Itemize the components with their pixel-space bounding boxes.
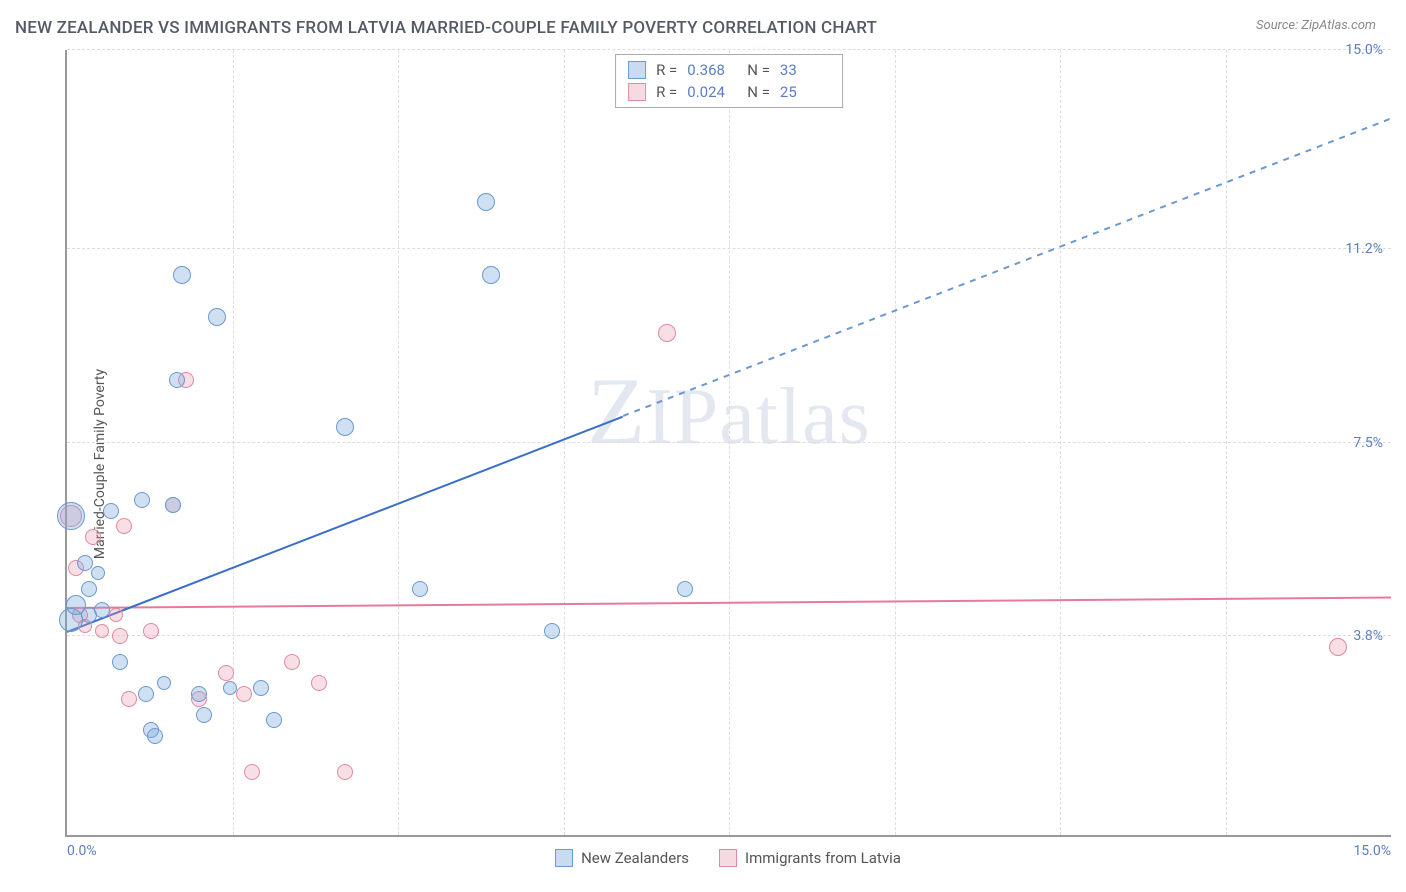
- data-point: [91, 566, 105, 580]
- gridline-v: [729, 50, 730, 835]
- data-point: [116, 518, 132, 534]
- data-point: [658, 324, 676, 342]
- data-point: [173, 266, 191, 284]
- data-point: [412, 581, 428, 597]
- trend-line: [623, 118, 1391, 417]
- data-point: [236, 686, 252, 702]
- data-point: [482, 266, 500, 284]
- y-tick-label: 7.5%: [1353, 435, 1383, 451]
- series-legend: New Zealanders Immigrants from Latvia: [65, 849, 1391, 867]
- swatch-blue: [555, 849, 573, 867]
- gridline-v: [895, 50, 896, 835]
- swatch-pink: [719, 849, 737, 867]
- r-value-a: 0.368: [687, 61, 737, 79]
- y-tick-label: 11.2%: [1345, 241, 1383, 257]
- data-point: [337, 764, 353, 780]
- n-value-b: 25: [780, 83, 830, 101]
- swatch-blue: [628, 61, 646, 79]
- legend-row-a: R = 0.368 N = 33: [628, 59, 830, 81]
- data-point: [266, 712, 282, 728]
- data-point: [208, 308, 226, 326]
- gridline-v: [1226, 50, 1227, 835]
- data-point: [311, 675, 327, 691]
- y-tick-label: 15.0%: [1345, 42, 1383, 58]
- data-point: [218, 665, 234, 681]
- data-point: [223, 681, 237, 695]
- swatch-pink: [628, 83, 646, 101]
- data-point: [244, 764, 260, 780]
- gridline-v: [564, 50, 565, 835]
- data-point: [121, 691, 137, 707]
- data-point: [109, 608, 123, 622]
- data-point: [196, 707, 212, 723]
- data-point: [544, 623, 560, 639]
- data-point: [112, 628, 128, 644]
- gridline-v: [1060, 50, 1061, 835]
- data-point: [95, 624, 109, 638]
- chart-container: Married-Couple Family Poverty ZIPatlas R…: [15, 50, 1391, 877]
- data-point: [85, 529, 101, 545]
- data-point: [165, 497, 181, 513]
- data-point: [77, 555, 93, 571]
- gridline-v: [233, 50, 234, 835]
- gridline-v: [398, 50, 399, 835]
- data-point: [94, 602, 110, 618]
- data-point: [134, 492, 150, 508]
- data-point: [157, 676, 171, 690]
- n-value-a: 33: [780, 61, 830, 79]
- data-point: [677, 581, 693, 597]
- data-point: [147, 728, 163, 744]
- data-point: [477, 193, 495, 211]
- page-title: NEW ZEALANDER VS IMMIGRANTS FROM LATVIA …: [15, 18, 877, 38]
- data-point: [103, 503, 119, 519]
- trend-line: [67, 416, 624, 633]
- data-point: [191, 686, 207, 702]
- data-point: [57, 502, 85, 530]
- data-point: [1329, 638, 1347, 656]
- r-value-b: 0.024: [687, 83, 737, 101]
- plot-area: ZIPatlas R = 0.368 N = 33 R = 0.024 N = …: [65, 50, 1391, 837]
- data-point: [143, 623, 159, 639]
- data-point: [253, 680, 269, 696]
- legend-item-b: Immigrants from Latvia: [719, 849, 901, 867]
- data-point: [112, 654, 128, 670]
- legend-item-a: New Zealanders: [555, 849, 689, 867]
- data-point: [284, 654, 300, 670]
- data-point: [138, 686, 154, 702]
- legend-row-b: R = 0.024 N = 25: [628, 81, 830, 103]
- source-attribution: Source: ZipAtlas.com: [1256, 18, 1376, 33]
- correlation-legend: R = 0.368 N = 33 R = 0.024 N = 25: [615, 54, 843, 108]
- data-point: [81, 581, 97, 597]
- y-tick-label: 3.8%: [1353, 628, 1383, 644]
- data-point: [336, 418, 354, 436]
- data-point: [169, 372, 185, 388]
